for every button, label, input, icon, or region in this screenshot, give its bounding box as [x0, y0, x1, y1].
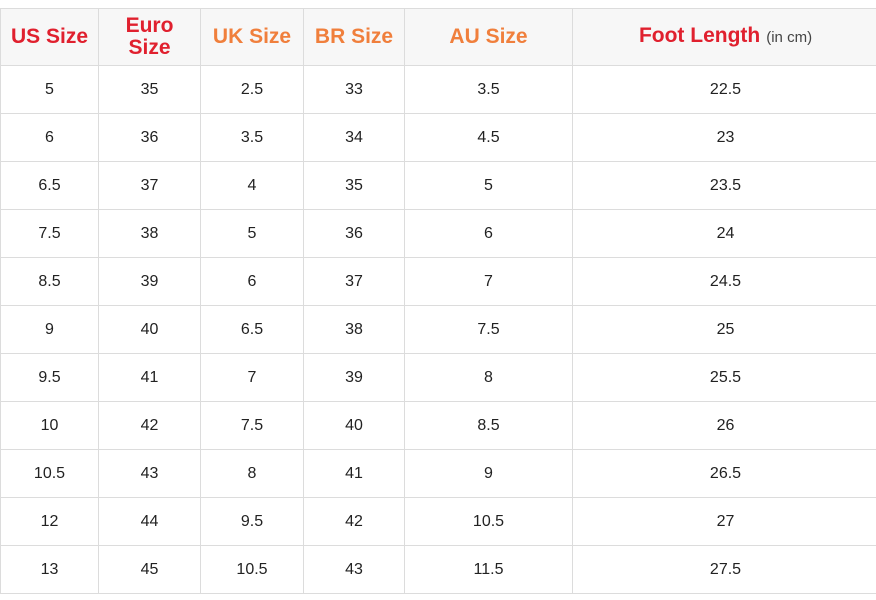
- column-header-euro-size: Euro Size: [98, 8, 201, 66]
- cell-euro-size: 38: [98, 209, 201, 258]
- column-header-uk-size: UK Size: [200, 8, 304, 66]
- cell-us-size: 9.5: [0, 353, 99, 402]
- column-header-label: UK Size: [212, 25, 292, 48]
- cell-au-size: 10.5: [404, 497, 573, 546]
- cell-br-size: 34: [303, 113, 405, 162]
- cell-us-size: 9: [0, 305, 99, 354]
- column-header-br-size: BR Size: [303, 8, 405, 66]
- table-row: 5 35 2.5 33 3.5 22.5: [0, 65, 876, 114]
- cell-euro-size: 41: [98, 353, 201, 402]
- cell-uk-size: 6: [200, 257, 304, 306]
- cell-uk-size: 8: [200, 449, 304, 498]
- cell-au-size: 5: [404, 161, 573, 210]
- column-header-label: Euro Size: [125, 14, 174, 59]
- column-header-foot-length: Foot Length (in cm): [572, 8, 876, 66]
- column-header-label: US Size: [10, 25, 89, 48]
- cell-euro-size: 45: [98, 545, 201, 594]
- cell-au-size: 4.5: [404, 113, 573, 162]
- cell-foot-length: 27.5: [572, 545, 876, 594]
- cell-br-size: 40: [303, 401, 405, 450]
- cell-uk-size: 6.5: [200, 305, 304, 354]
- table-row: 9 40 6.5 38 7.5 25: [0, 305, 876, 354]
- table-row: 13 45 10.5 43 11.5 27.5: [0, 545, 876, 594]
- cell-au-size: 7: [404, 257, 573, 306]
- cell-euro-size: 44: [98, 497, 201, 546]
- cell-au-size: 7.5: [404, 305, 573, 354]
- table-row: 9.5 41 7 39 8 25.5: [0, 353, 876, 402]
- cell-euro-size: 35: [98, 65, 201, 114]
- cell-au-size: 6: [404, 209, 573, 258]
- table-row: 10.5 43 8 41 9 26.5: [0, 449, 876, 498]
- table-row: 6.5 37 4 35 5 23.5: [0, 161, 876, 210]
- cell-us-size: 10.5: [0, 449, 99, 498]
- cell-foot-length: 24.5: [572, 257, 876, 306]
- cell-us-size: 10: [0, 401, 99, 450]
- cell-au-size: 8: [404, 353, 573, 402]
- cell-euro-size: 42: [98, 401, 201, 450]
- column-header-us-size: US Size: [0, 8, 99, 66]
- table-row: 10 42 7.5 40 8.5 26: [0, 401, 876, 450]
- column-header-label: AU Size: [449, 25, 528, 48]
- cell-uk-size: 10.5: [200, 545, 304, 594]
- cell-us-size: 5: [0, 65, 99, 114]
- cell-us-size: 12: [0, 497, 99, 546]
- cell-br-size: 41: [303, 449, 405, 498]
- cell-br-size: 33: [303, 65, 405, 114]
- cell-br-size: 42: [303, 497, 405, 546]
- column-header-au-size: AU Size: [404, 8, 573, 66]
- cell-uk-size: 7.5: [200, 401, 304, 450]
- cell-euro-size: 37: [98, 161, 201, 210]
- cell-br-size: 36: [303, 209, 405, 258]
- cell-uk-size: 2.5: [200, 65, 304, 114]
- cell-uk-size: 4: [200, 161, 304, 210]
- cell-au-size: 8.5: [404, 401, 573, 450]
- cell-br-size: 37: [303, 257, 405, 306]
- cell-foot-length: 25.5: [572, 353, 876, 402]
- cell-euro-size: 40: [98, 305, 201, 354]
- cell-au-size: 11.5: [404, 545, 573, 594]
- cell-us-size: 6: [0, 113, 99, 162]
- cell-euro-size: 43: [98, 449, 201, 498]
- cell-foot-length: 23.5: [572, 161, 876, 210]
- table-header: US Size Euro Size UK Size BR Size AU Size Foo…: [0, 8, 876, 66]
- cell-br-size: 43: [303, 545, 405, 594]
- cell-br-size: 38: [303, 305, 405, 354]
- cell-foot-length: 25: [572, 305, 876, 354]
- table-row: 12 44 9.5 42 10.5 27: [0, 497, 876, 546]
- column-header-label: BR Size: [314, 25, 394, 48]
- table-row: 7.5 38 5 36 6 24: [0, 209, 876, 258]
- cell-uk-size: 3.5: [200, 113, 304, 162]
- table-row: 6 36 3.5 34 4.5 23: [0, 113, 876, 162]
- cell-uk-size: 9.5: [200, 497, 304, 546]
- cell-br-size: 39: [303, 353, 405, 402]
- cell-uk-size: 7: [200, 353, 304, 402]
- cell-foot-length: 26.5: [572, 449, 876, 498]
- column-header-label: Foot Length: [638, 24, 761, 47]
- cell-foot-length: 27: [572, 497, 876, 546]
- cell-br-size: 35: [303, 161, 405, 210]
- column-header-unit: (in cm): [766, 29, 813, 46]
- cell-us-size: 7.5: [0, 209, 99, 258]
- cell-us-size: 6.5: [0, 161, 99, 210]
- cell-au-size: 3.5: [404, 65, 573, 114]
- cell-foot-length: 26: [572, 401, 876, 450]
- cell-us-size: 13: [0, 545, 99, 594]
- size-chart-table: US Size Euro Size UK Size BR Size AU Size Foo…: [0, 8, 876, 594]
- table-row: 8.5 39 6 37 7 24.5: [0, 257, 876, 306]
- cell-euro-size: 36: [98, 113, 201, 162]
- cell-us-size: 8.5: [0, 257, 99, 306]
- cell-foot-length: 24: [572, 209, 876, 258]
- cell-euro-size: 39: [98, 257, 201, 306]
- cell-au-size: 9: [404, 449, 573, 498]
- cell-foot-length: 23: [572, 113, 876, 162]
- cell-uk-size: 5: [200, 209, 304, 258]
- cell-foot-length: 22.5: [572, 65, 876, 114]
- table-body: 5 35 2.5 33 3.5 22.5 6 36 3.5 34 4.5 23 6.5 37 4 35 5 23.…: [0, 65, 876, 594]
